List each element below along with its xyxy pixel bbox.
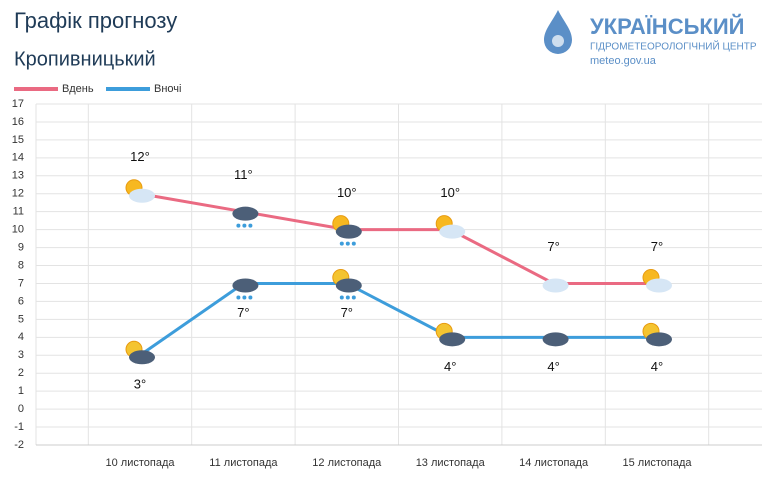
y-tick-label: -2 (14, 439, 24, 451)
y-tick-label: 4 (18, 331, 24, 343)
rain-icon (248, 223, 253, 228)
rain-icon (236, 295, 241, 300)
value-label: 4° (651, 359, 663, 374)
y-tick-label: 15 (12, 134, 24, 146)
rain-icon (248, 295, 253, 300)
value-label: 11° (234, 167, 253, 182)
rain-icon (242, 223, 247, 228)
y-tick-label: 17 (12, 98, 24, 110)
rain-icon (236, 223, 241, 228)
y-tick-label: 8 (18, 259, 24, 271)
value-label: 10° (337, 185, 357, 200)
y-tick-label: 7 (18, 277, 24, 289)
cloud-icon (646, 332, 672, 347)
x-tick-label: 12 листопада (312, 457, 382, 469)
y-tick-label: 1 (18, 385, 24, 397)
x-tick-label: 14 листопада (519, 457, 589, 469)
value-label: 4° (444, 359, 456, 374)
series-line (139, 281, 657, 357)
y-tick-label: 6 (18, 295, 24, 307)
series-line (139, 192, 657, 285)
x-tick-label: 15 листопада (623, 457, 693, 469)
cloud-icon (335, 224, 362, 239)
chart-subtitle: Кропивницький (14, 48, 156, 70)
cloud-icon (646, 278, 672, 293)
rain-icon (339, 295, 344, 300)
value-label: 10° (440, 185, 460, 200)
logo: УКРАЇНСЬКИЙ ГІДРОМЕТЕОРОЛОГІЧНИЙ ЦЕНТР m… (544, 10, 757, 67)
logo-star (552, 35, 564, 47)
y-tick-label: -1 (14, 421, 24, 433)
value-label: 3° (134, 377, 146, 392)
y-tick-label: 5 (18, 313, 24, 325)
value-label: 4° (547, 359, 559, 374)
cloud-icon (542, 332, 569, 347)
logo-drop (544, 10, 572, 54)
y-tick-label: 9 (18, 241, 24, 253)
chart-title: Графік прогнозу (14, 8, 177, 33)
x-tick-label: 11 листопада (209, 457, 278, 469)
x-tick-label: 13 листопада (416, 457, 486, 469)
logo-subtitle: ГІДРОМЕТЕОРОЛОГІЧНИЙ ЦЕНТР (590, 40, 757, 53)
rain-icon (242, 295, 247, 300)
x-tick-label: 10 листопада (106, 457, 176, 469)
cloud-icon (335, 278, 362, 293)
value-label: 7° (237, 305, 249, 320)
y-tick-label: 10 (12, 224, 24, 236)
rain-icon (345, 295, 350, 300)
value-label: 7° (547, 239, 559, 254)
y-tick-label: 12 (12, 188, 24, 200)
y-tick-label: 14 (12, 152, 24, 164)
y-tick-label: 2 (18, 367, 24, 379)
rain-icon (339, 241, 344, 246)
rain-icon (351, 241, 356, 246)
legend-label: Вдень (62, 83, 94, 95)
cloud-icon (439, 332, 466, 347)
value-label: 7° (341, 305, 353, 320)
cloud-icon (542, 278, 569, 293)
value-label: 12° (130, 149, 150, 164)
y-tick-label: 13 (12, 170, 24, 182)
cloud-icon (439, 224, 466, 239)
cloud-icon (129, 350, 155, 365)
y-tick-label: 3 (18, 349, 24, 361)
logo-title: УКРАЇНСЬКИЙ (590, 14, 744, 39)
rain-icon (345, 241, 350, 246)
y-tick-label: 11 (13, 206, 24, 218)
y-tick-label: 16 (12, 116, 24, 128)
cloud-icon (232, 278, 259, 293)
logo-url: meteo.gov.ua (590, 55, 657, 67)
rain-icon (351, 295, 356, 300)
value-label: 7° (651, 239, 663, 254)
cloud-icon (129, 188, 155, 203)
y-tick-label: 0 (18, 403, 24, 415)
cloud-icon (232, 206, 259, 221)
legend-label: Вночі (154, 83, 181, 95)
